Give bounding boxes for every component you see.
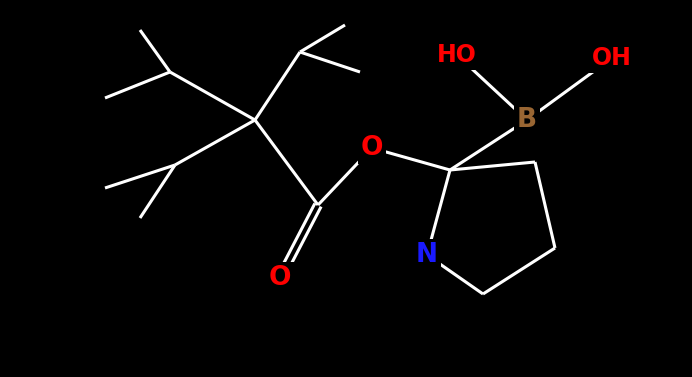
- Text: O: O: [268, 265, 291, 291]
- Text: OH: OH: [592, 46, 632, 70]
- Text: N: N: [416, 242, 438, 268]
- Text: B: B: [517, 107, 537, 133]
- Text: HO: HO: [437, 43, 477, 67]
- Text: O: O: [361, 135, 383, 161]
